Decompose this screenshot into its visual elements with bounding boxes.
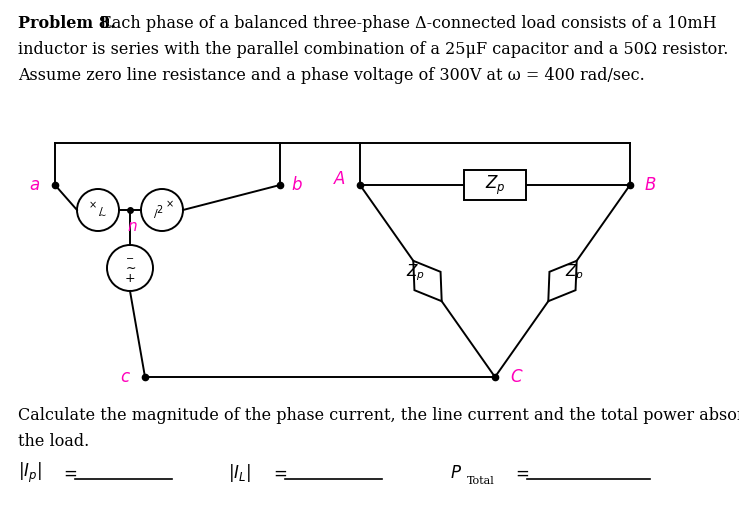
Text: $A$: $A$ — [333, 170, 347, 188]
Text: $B$: $B$ — [644, 176, 656, 194]
Text: $2$: $2$ — [157, 203, 163, 215]
Text: $-$: $-$ — [126, 252, 134, 262]
Text: $=$: $=$ — [60, 464, 78, 482]
Text: $/$: $/$ — [98, 204, 104, 217]
Text: $\sim$: $\sim$ — [123, 261, 137, 273]
Text: $Z_p$: $Z_p$ — [485, 174, 505, 197]
Text: $Z_p$: $Z_p$ — [406, 263, 425, 283]
Text: $\times$: $\times$ — [88, 200, 96, 210]
Text: Calculate the magnitude of the phase current, the line current and the total pow: Calculate the magnitude of the phase cur… — [18, 407, 739, 424]
Text: $P$: $P$ — [450, 464, 462, 482]
Text: the load.: the load. — [18, 433, 89, 450]
Text: $\times$: $\times$ — [165, 199, 174, 209]
Text: Total: Total — [467, 476, 494, 486]
Text: $=$: $=$ — [270, 464, 287, 482]
Polygon shape — [548, 261, 576, 301]
Text: $a$: $a$ — [30, 176, 41, 194]
Text: Assume zero line resistance and a phase voltage of 300V at ω = 400 rad/sec.: Assume zero line resistance and a phase … — [18, 67, 644, 84]
Text: Each phase of a balanced three-phase Δ-connected load consists of a 10mH: Each phase of a balanced three-phase Δ-c… — [90, 15, 717, 32]
Text: $/$: $/$ — [153, 208, 159, 220]
Text: $|I_L|$: $|I_L|$ — [228, 462, 251, 484]
Text: $C$: $C$ — [510, 368, 524, 386]
Text: $|I_p|$: $|I_p|$ — [18, 461, 42, 485]
Bar — [464, 170, 526, 200]
Text: $b$: $b$ — [291, 176, 303, 194]
Polygon shape — [413, 261, 442, 301]
Text: $\sim$: $\sim$ — [97, 210, 107, 218]
Text: $+$: $+$ — [124, 272, 136, 285]
Text: $Z_p$: $Z_p$ — [565, 263, 584, 283]
Text: Problem 8.: Problem 8. — [18, 15, 115, 32]
Text: inductor is series with the parallel combination of a 25μF capacitor and a 50Ω r: inductor is series with the parallel com… — [18, 41, 729, 58]
Text: $n$: $n$ — [126, 218, 137, 233]
Text: $=$: $=$ — [512, 464, 529, 482]
Text: $c$: $c$ — [120, 368, 131, 386]
